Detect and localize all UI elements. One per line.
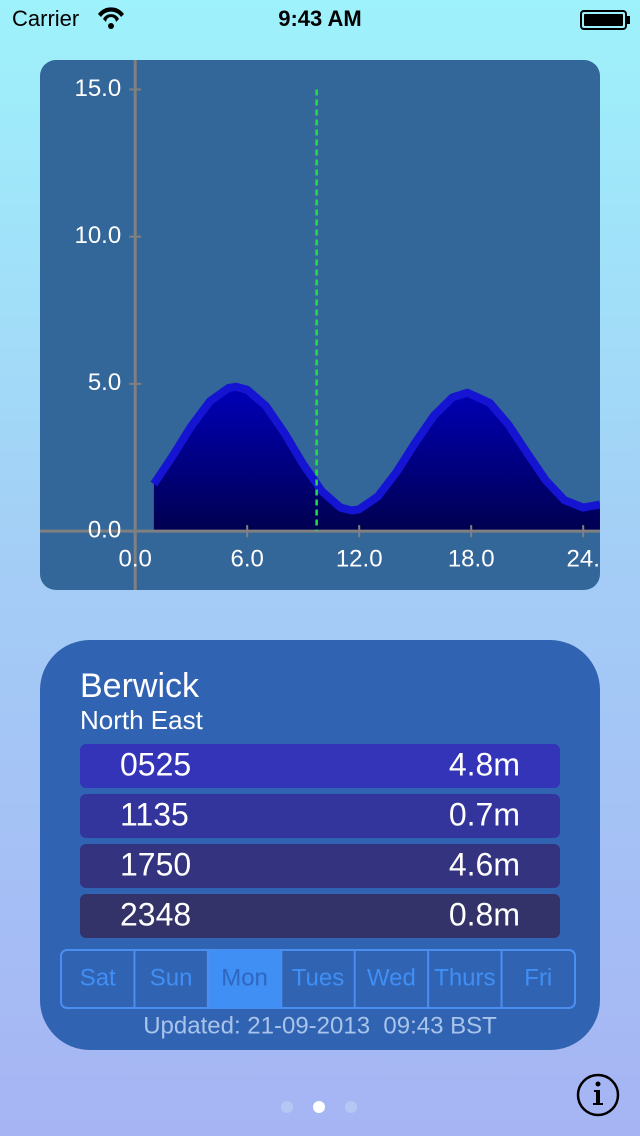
x-tick-label: 0.0 [119, 545, 152, 572]
x-tick-label: 24. [567, 545, 600, 572]
day-button[interactable]: Wed [367, 964, 416, 991]
carrier: Carrier [12, 6, 79, 31]
day-selected [207, 950, 282, 1008]
tide-time: 0525 [120, 746, 191, 782]
tide-time: 1750 [120, 846, 191, 882]
x-tick-label: 6.0 [231, 545, 264, 572]
tide-height: 0.8m [449, 896, 520, 932]
tide-time: 2348 [120, 896, 191, 932]
tide-height: 0.7m [449, 796, 520, 832]
tide-table: 0525 4.8m 1135 0.7m 1750 4.6m 2348 0.8m [80, 744, 560, 938]
day-button[interactable]: Sun [150, 964, 193, 991]
y-tick-label: 0.0 [88, 516, 121, 543]
tide-height: 4.6m [449, 846, 520, 882]
page-dot[interactable] [281, 1101, 293, 1113]
y-tick-label: 15.0 [74, 75, 121, 102]
page-dot[interactable] [345, 1101, 357, 1113]
station-region: North East [80, 705, 204, 735]
day-button[interactable]: Mon [221, 964, 268, 991]
day-selector: Sat Sun Mon Tues Wed Thurs Fri [60, 949, 576, 1009]
tide-time: 1135 [120, 796, 189, 832]
station-name: Berwick [80, 667, 200, 705]
tide-row [80, 844, 560, 888]
y-tick-label: 10.0 [74, 222, 121, 249]
x-tick-label: 12.0 [336, 545, 383, 572]
x-tick-label: 18.0 [448, 545, 495, 572]
tide-row [80, 744, 560, 788]
updated-text: Updated: 21-09-2013 09:43 BST [143, 1012, 497, 1039]
tide-row [80, 794, 560, 838]
day-selector-border [60, 949, 576, 1009]
tide-area [153, 386, 600, 532]
day-button[interactable]: Fri [524, 964, 552, 991]
tide-line [150, 382, 600, 515]
wifi-icon [98, 7, 124, 29]
clock: 9:43 AM [278, 6, 362, 31]
tide-chart: 0.0 5.0 10.0 15.0 0.0 6.0 12.0 18.0 24. [40, 60, 600, 590]
day-button[interactable]: Thurs [434, 964, 495, 991]
day-button[interactable]: Tues [292, 964, 344, 991]
page-dot-active[interactable] [313, 1101, 325, 1113]
battery-icon [580, 10, 630, 30]
y-tick-label: 5.0 [88, 369, 121, 396]
day-button[interactable]: Sat [80, 964, 116, 991]
tide-height: 4.8m [449, 746, 520, 782]
info-button[interactable] [576, 1073, 620, 1117]
tide-row [80, 894, 560, 938]
